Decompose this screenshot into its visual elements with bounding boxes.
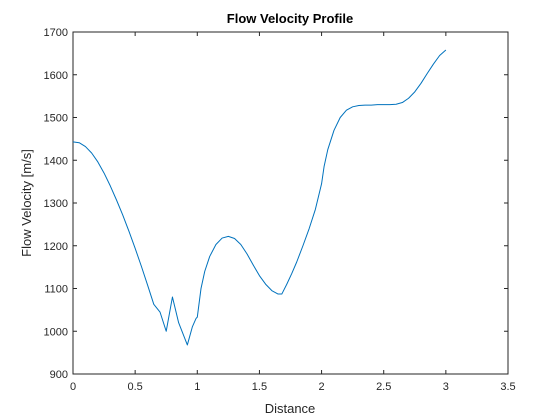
x-axis-ticks: 0 0.5 1 1.5 2 2.5 3 3.5 bbox=[70, 32, 516, 393]
x-tick-label: 1 bbox=[194, 381, 200, 393]
x-tick-label: 3 bbox=[443, 381, 449, 393]
series-layer bbox=[72, 49, 447, 346]
y-tick-label: 1200 bbox=[44, 241, 68, 253]
y-tick-label: 1700 bbox=[44, 27, 68, 39]
x-axis-label: Distance bbox=[265, 401, 316, 416]
y-tick-label: 1400 bbox=[44, 155, 68, 167]
y-tick-label: 900 bbox=[50, 369, 68, 381]
x-tick-label: 1.5 bbox=[252, 381, 267, 393]
chart-title: Flow Velocity Profile bbox=[227, 11, 353, 26]
series-line bbox=[72, 49, 447, 346]
y-tick-label: 1500 bbox=[44, 113, 68, 125]
x-tick-label: 3.5 bbox=[500, 381, 515, 393]
y-tick-label: 1300 bbox=[44, 198, 68, 210]
y-tick-label: 1600 bbox=[44, 70, 68, 82]
y-tick-label: 1000 bbox=[44, 326, 68, 338]
y-tick-label: 1100 bbox=[44, 284, 68, 296]
y-axis-ticks: 900 1000 1100 1200 1300 1400 1500 1600 1700 bbox=[44, 27, 508, 381]
plot-area bbox=[72, 31, 509, 375]
x-tick-label: 0 bbox=[70, 381, 76, 393]
x-tick-label: 0.5 bbox=[127, 381, 142, 393]
x-tick-label: 2.5 bbox=[376, 381, 391, 393]
x-tick-label: 2 bbox=[319, 381, 325, 393]
y-axis-label: Flow Velocity [m/s] bbox=[19, 149, 34, 257]
